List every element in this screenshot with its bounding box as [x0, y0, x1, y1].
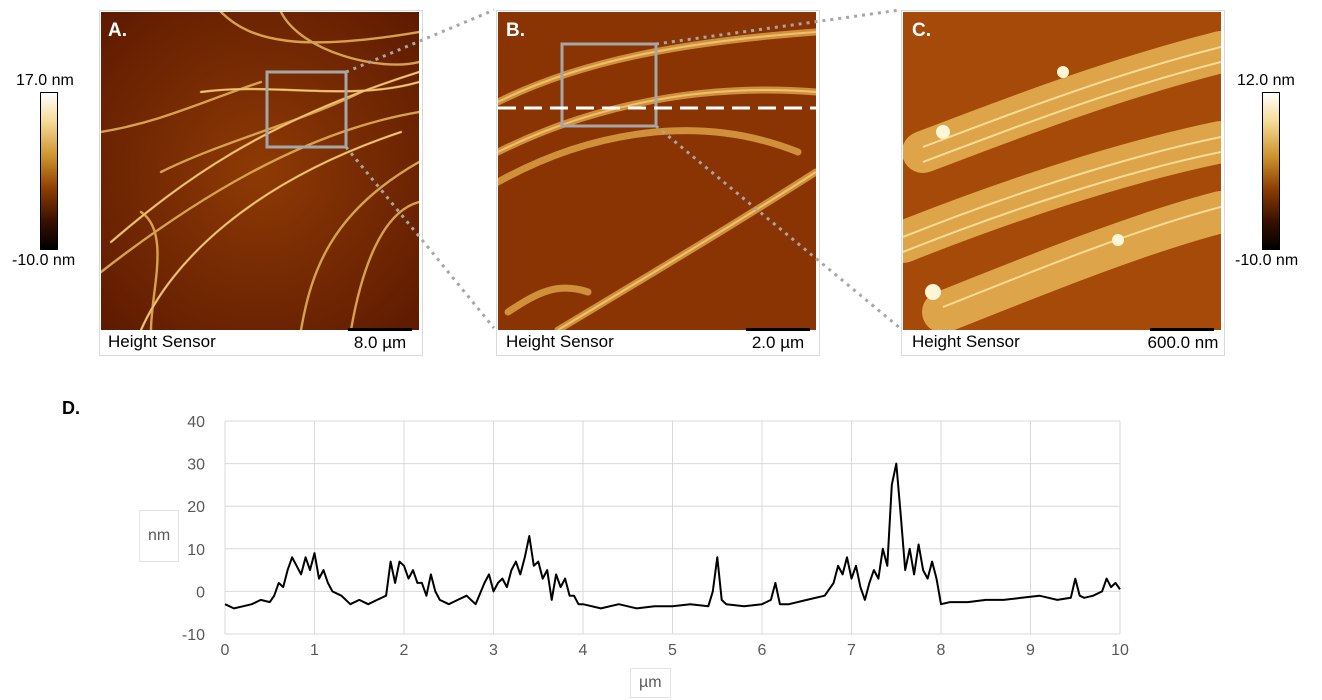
- series-line-0: [224, 462, 1121, 610]
- panel-a-scale-label: 8.0 µm: [353, 333, 407, 352]
- y-tick-label: 0: [196, 584, 205, 601]
- panel-b-letter: B.: [506, 20, 525, 41]
- panel-c-caption: Height Sensor: [912, 332, 1020, 351]
- colorbar-right-max-label: 12.0 nm: [1237, 72, 1295, 89]
- panel-b-scale-bar: [746, 328, 810, 331]
- x-tick-label: 6: [758, 642, 767, 659]
- colorbar-right-min-label: -10.0 nm: [1235, 252, 1299, 269]
- x-axis-label: µm: [630, 668, 671, 698]
- x-tick-label: 1: [310, 642, 319, 659]
- y-tick-label: -10: [182, 627, 205, 644]
- panel-c-scale-label: 600.0 nm: [1147, 333, 1219, 352]
- x-tick-label: 7: [847, 642, 856, 659]
- x-tick-label: 5: [668, 642, 677, 659]
- x-tick-label: 2: [400, 642, 409, 659]
- panel-b-caption: Height Sensor: [506, 332, 614, 351]
- y-tick-label: 40: [187, 414, 205, 431]
- panel-a-caption: Height Sensor: [108, 332, 216, 351]
- panel-c-letter: C.: [912, 20, 931, 41]
- afm-image-a: [101, 12, 419, 330]
- panel-b-scale-label: 2.0 µm: [751, 333, 805, 352]
- colorbar-left-min-label: -10.0 nm: [12, 252, 76, 269]
- x-tick-label: 8: [937, 642, 946, 659]
- panel-a-letter: A.: [108, 20, 127, 41]
- y-tick-label: 30: [187, 457, 205, 474]
- panel-c-scale-bar: [1150, 328, 1214, 331]
- x-tick-label: 0: [221, 642, 230, 659]
- afm-image-c: [903, 12, 1221, 330]
- afm-image-b: [498, 12, 816, 330]
- colorbar-right: [1262, 92, 1280, 250]
- x-tick-label: 10: [1111, 642, 1129, 659]
- y-tick-label: 20: [187, 499, 205, 516]
- x-tick-label: 9: [1026, 642, 1035, 659]
- colorbar-left-max-label: 17.0 nm: [16, 72, 74, 89]
- y-tick-label: 10: [187, 542, 205, 559]
- panel-c-frame: [901, 10, 1225, 356]
- y-axis-label: nm: [139, 510, 180, 562]
- panel-a-scale-bar: [348, 328, 412, 331]
- colorbar-left: [40, 92, 58, 250]
- x-tick-label: 3: [489, 642, 498, 659]
- height-profile-chart: -10 0 10 20 30 40 0 1 2 3 4 5 6 7 8 9 10: [182, 414, 1129, 659]
- x-tick-label: 4: [579, 642, 588, 659]
- chart-panel-letter: D.: [62, 398, 80, 418]
